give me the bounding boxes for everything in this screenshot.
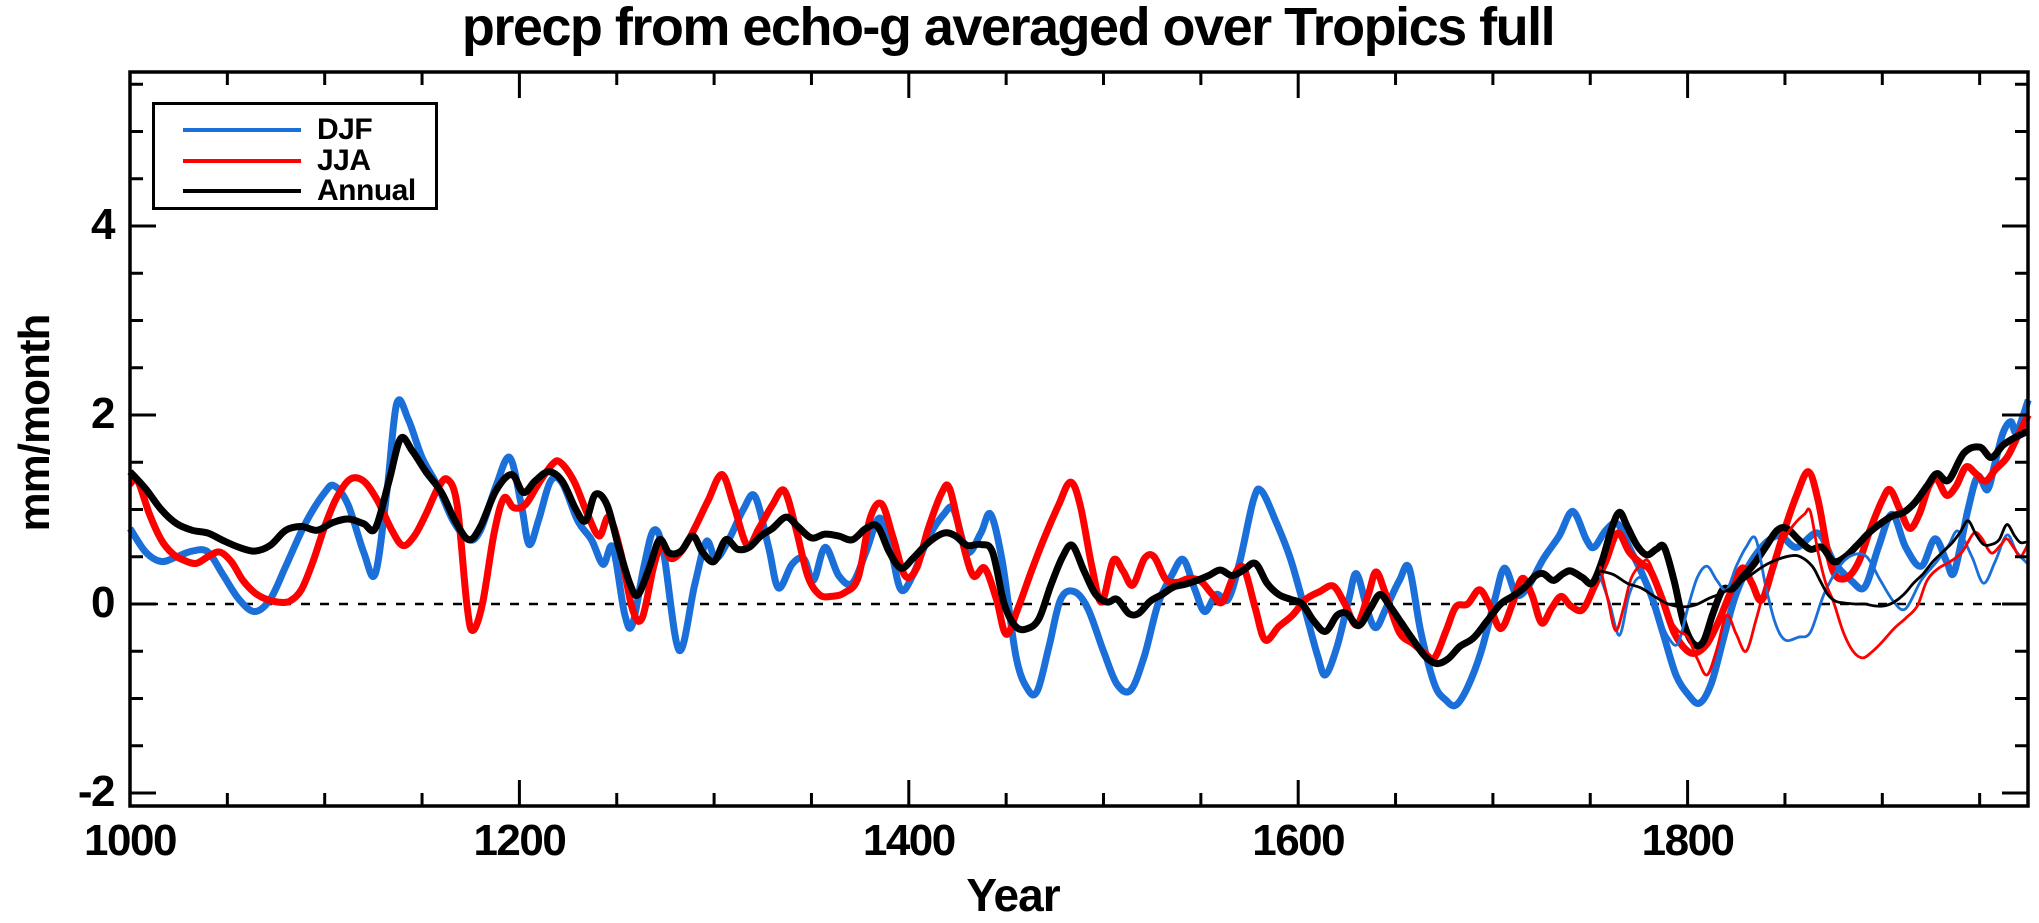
x-axis-title: Year [966, 869, 1060, 921]
legend-label-annual: Annual [317, 174, 416, 207]
x-tick-label-1000: 1000 [84, 816, 177, 865]
series-annual [127, 427, 2030, 668]
jja-line-swatch [183, 159, 301, 163]
legend-label-jja: JJA [317, 144, 371, 177]
x-tick-label-1600: 1600 [1252, 816, 1345, 865]
plot-frame [128, 70, 2030, 808]
x-tick-label-1200: 1200 [473, 816, 566, 865]
x-tick-label-1800: 1800 [1641, 816, 1735, 865]
axis-ticks [128, 72, 2028, 806]
y-tick-label-0: 0 [91, 578, 115, 627]
y-tick-label--2: -2 [77, 767, 116, 816]
series-jja [127, 413, 2032, 663]
y-tick-label-4: 4 [91, 200, 115, 249]
legend: DJF JJA Annual [152, 102, 438, 210]
djf-line-swatch [183, 128, 301, 132]
chart-title: precp from echo-g averaged over Tropics … [461, 0, 1556, 57]
y-tick-label-2: 2 [91, 389, 115, 438]
series-jja-thin [1598, 507, 2030, 677]
series-annual-thin [1599, 519, 2029, 609]
x-tick-label-1400: 1400 [862, 816, 956, 865]
annual-line-swatch [183, 189, 301, 193]
legend-label-djf: DJF [317, 113, 373, 146]
series-djf-thin [1598, 529, 2030, 647]
